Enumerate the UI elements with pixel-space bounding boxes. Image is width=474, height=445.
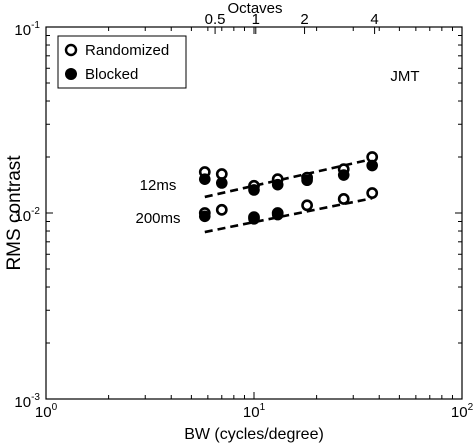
point-blocked-12ms — [271, 178, 284, 191]
point-blocked-12ms — [337, 169, 350, 181]
point-randomized-200ms — [301, 199, 313, 212]
legend-marker-filled — [65, 68, 77, 80]
axis-ticks: 100 101 102 10-1 10-2 10-3 — [14, 20, 473, 421]
point-blocked-12ms — [366, 159, 378, 172]
point-blocked-200ms — [271, 208, 284, 221]
top-axis-ticks: 0.5 1 2 4 — [205, 11, 379, 34]
y-tick-label: 10-2 — [14, 206, 40, 225]
y-tick-label: 10-3 — [14, 392, 40, 411]
x-tick-label: 101 — [243, 402, 266, 421]
point-blocked-12ms — [215, 177, 228, 189]
point-randomized-200ms — [215, 203, 228, 216]
y-axis-title: RMS contrast — [4, 155, 25, 271]
point-blocked-12ms — [301, 174, 313, 187]
point-blocked-200ms — [248, 213, 260, 225]
legend-label-randomized: Randomized — [85, 42, 169, 59]
observer-label: JMT — [390, 68, 419, 85]
legend-marker-open — [64, 43, 78, 57]
top-axis-title: Octaves — [227, 0, 282, 17]
x-tick-label: 100 — [35, 402, 58, 421]
y-tick-label: 10-1 — [14, 20, 40, 39]
legend-label-blocked: Blocked — [85, 66, 138, 83]
point-blocked-200ms — [198, 210, 211, 223]
top-tick-label: 1 — [252, 11, 260, 28]
point-blocked-12ms — [198, 173, 211, 185]
data-points — [198, 151, 379, 225]
x-axis-title: BW (cycles/degree) — [184, 426, 324, 443]
fit-line-200ms — [204, 196, 373, 234]
top-tick-label: 4 — [370, 11, 378, 28]
top-tick-label: 2 — [300, 11, 308, 28]
duration-label-12ms: 12ms — [140, 177, 177, 194]
duration-label-200ms: 200ms — [135, 210, 180, 227]
legend: Randomized Blocked — [57, 35, 187, 89]
point-blocked-12ms — [248, 184, 260, 196]
point-randomized-200ms — [337, 193, 350, 205]
x-tick-label: 102 — [451, 402, 474, 421]
top-tick-label: 0.5 — [205, 11, 226, 28]
legend-box — [57, 35, 187, 89]
point-randomized-200ms — [366, 187, 379, 199]
